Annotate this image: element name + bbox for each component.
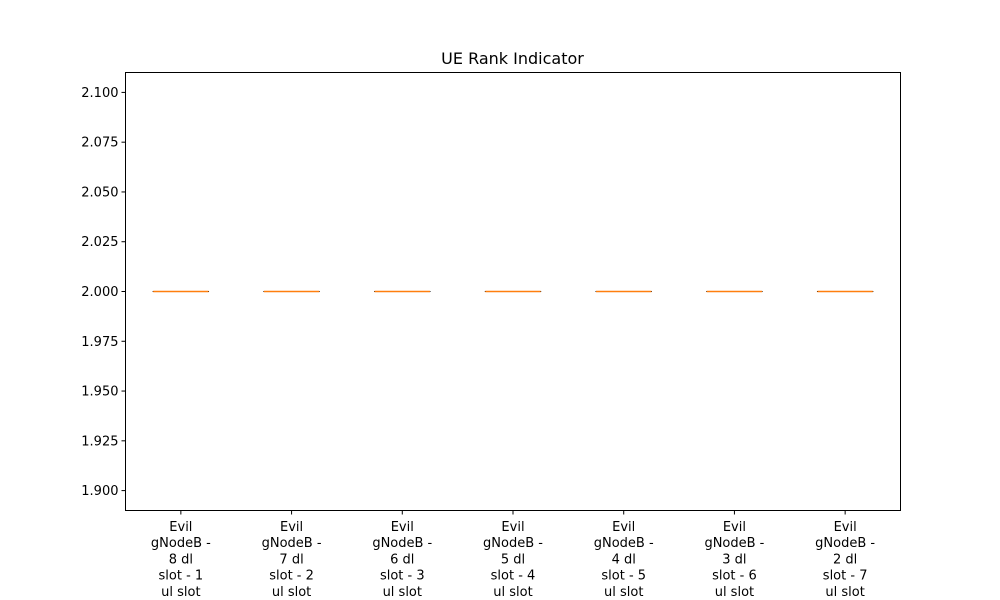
x-tick-label-line: ul slot: [161, 585, 200, 600]
y-tick-label: 1.975: [81, 335, 118, 350]
x-tick-label-line: Evil: [723, 520, 746, 535]
y-tick-label: 1.900: [81, 484, 118, 499]
y-tick-label: 2.100: [81, 86, 118, 101]
x-tick-label: Evil gNodeB -5 dl slot - 4 ul slot: [483, 520, 543, 600]
y-tick-label: 2.075: [81, 136, 118, 151]
x-tick-label-line: gNodeB -: [151, 536, 211, 551]
plot-frame: [125, 72, 901, 511]
x-tick-label-line: ul slot: [715, 585, 754, 600]
x-tick-label-line: gNodeB -: [594, 536, 654, 551]
y-axis: 1.900 1.925 1.950 1.975 2.000 2.025 2.050 2.075…: [81, 86, 126, 499]
x-tick-label-line: 6 dl: [390, 552, 414, 567]
x-tick-label-line: Evil: [834, 520, 857, 535]
x-tick-label-line: slot - 3: [380, 569, 425, 584]
x-tick-label-line: slot - 7: [823, 569, 868, 584]
y-tick-label: 2.025: [81, 235, 118, 250]
x-tick-label-line: ul slot: [825, 585, 864, 600]
x-tick-label-line: slot - 2: [269, 569, 314, 584]
x-tick-label: Evil gNodeB -6 dl slot - 3 ul slot: [372, 520, 432, 600]
x-tick-label-line: slot - 4: [491, 569, 536, 584]
x-tick-label-line: ul slot: [383, 585, 422, 600]
x-tick-label-line: ul slot: [604, 585, 643, 600]
x-tick-label-line: gNodeB -: [815, 536, 875, 551]
y-tick-label: 1.925: [81, 434, 118, 449]
x-tick-label-line: slot - 6: [712, 569, 757, 584]
x-tick-label: Evil gNodeB -4 dl slot - 5 ul slot: [594, 520, 654, 600]
x-tick-label: Evil gNodeB -7 dl slot - 2 ul slot: [262, 520, 322, 600]
x-tick-label-line: Evil: [169, 520, 192, 535]
x-tick-label-line: gNodeB -: [704, 536, 764, 551]
x-tick-label-line: slot - 1: [159, 569, 204, 584]
x-tick-label-line: ul slot: [272, 585, 311, 600]
chart-title: UE Rank Indicator: [441, 49, 584, 68]
x-tick-label-line: 4 dl: [612, 552, 636, 567]
x-tick-label-line: Evil: [612, 520, 635, 535]
x-tick-label-line: gNodeB -: [262, 536, 322, 551]
x-tick-label-line: 3 dl: [722, 552, 746, 567]
x-tick-label-line: Evil: [501, 520, 524, 535]
x-tick-label: Evil gNodeB -3 dl slot - 6 ul slot: [704, 520, 764, 600]
x-tick-label-line: Evil: [391, 520, 414, 535]
y-tick-label: 2.050: [81, 185, 118, 200]
x-tick-label: Evil gNodeB -2 dl slot - 7 ul slot: [815, 520, 875, 600]
x-tick-label-line: 2 dl: [833, 552, 857, 567]
x-tick-label-line: gNodeB -: [372, 536, 432, 551]
x-tick-label-line: Evil: [280, 520, 303, 535]
x-tick-label-line: gNodeB -: [483, 536, 543, 551]
y-tick-label: 1.950: [81, 385, 118, 400]
x-tick-label-line: 8 dl: [169, 552, 193, 567]
x-tick-label-line: ul slot: [493, 585, 532, 600]
x-tick-label: Evil gNodeB -8 dl slot - 1 ul slot: [151, 520, 211, 600]
y-tick-label: 2.000: [81, 285, 118, 300]
x-tick-label-line: slot - 5: [601, 569, 646, 584]
x-tick-label-line: 5 dl: [501, 552, 525, 567]
x-tick-label-line: 7 dl: [279, 552, 303, 567]
